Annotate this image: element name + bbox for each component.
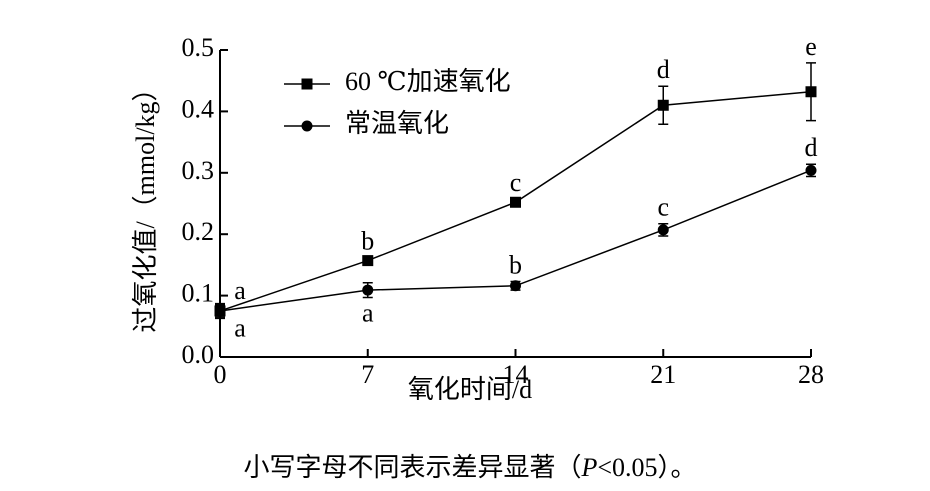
data-point: [510, 196, 521, 208]
caption-part: 小写字母不同表示差异显著（: [243, 453, 581, 482]
significance-letter: d: [805, 133, 818, 162]
data-point: [657, 224, 669, 236]
significance-letter: a: [234, 313, 246, 342]
caption: 小写字母不同表示差异显著（P<0.05）。: [243, 453, 696, 482]
x-tick-label: 21: [650, 360, 676, 389]
data-point: [510, 280, 521, 292]
caption-part: <0.05）。: [597, 453, 696, 482]
significance-letter: b: [509, 250, 522, 279]
y-tick-label: 0.3: [182, 156, 215, 185]
x-axis-label: 氧化时间/d: [408, 375, 532, 404]
legend-marker: [301, 78, 313, 90]
legend-label: 常温氧化: [345, 109, 449, 138]
y-tick-label: 0.4: [182, 94, 215, 123]
x-tick-label: 0: [214, 360, 227, 389]
data-point: [362, 255, 374, 267]
significance-letter: c: [510, 168, 522, 197]
x-tick-label: 28: [798, 360, 824, 389]
x-tick-label: 7: [361, 360, 374, 389]
caption-part: P: [580, 453, 597, 482]
y-axis-label: 过氧化值/（mmol/kg）: [131, 75, 160, 332]
data-point: [805, 164, 817, 176]
y-tick-label: 0.1: [182, 279, 215, 308]
x-tick-label: 14: [503, 360, 529, 389]
significance-letter: a: [234, 276, 246, 305]
y-tick-label: 0.2: [182, 217, 215, 246]
significance-letter: e: [805, 32, 817, 61]
legend-marker: [301, 120, 313, 132]
significance-letter: c: [657, 193, 669, 222]
data-point: [805, 86, 817, 98]
data-point: [362, 284, 374, 296]
legend-label: 60 ℃加速氧化: [345, 67, 511, 96]
significance-letter: d: [657, 55, 670, 84]
y-tick-label: 0.0: [182, 340, 215, 369]
significance-letter: a: [362, 298, 374, 327]
data-point: [214, 305, 226, 317]
data-point: [657, 99, 669, 111]
significance-letter: b: [361, 227, 374, 256]
y-tick-label: 0.5: [182, 33, 215, 62]
